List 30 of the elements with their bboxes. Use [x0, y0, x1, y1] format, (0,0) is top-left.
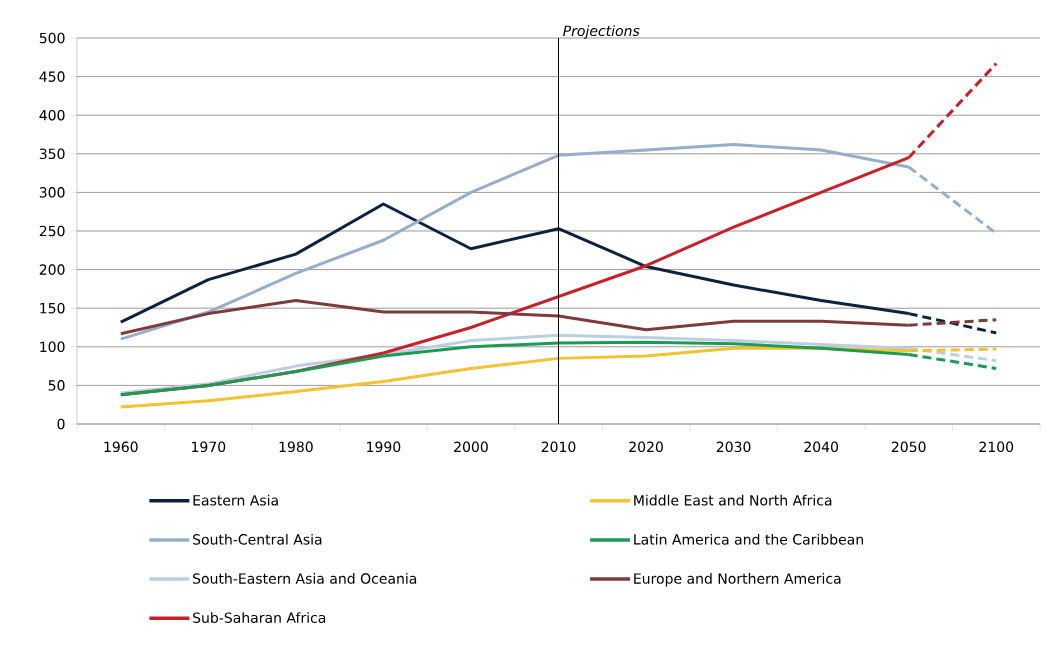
y-tick-label: 450: [39, 71, 65, 82]
x-tick-label: 1960: [104, 441, 138, 453]
ref-line-label: Projections: [563, 25, 640, 39]
y-tick-label: 200: [39, 264, 65, 275]
x-tick-label: 2010: [541, 441, 576, 453]
y-tick-label: 400: [39, 109, 65, 121]
x-tick-label: 2040: [804, 441, 839, 453]
x-tick-label: 2020: [629, 441, 663, 453]
legend-label: Eastern Asia: [193, 494, 278, 506]
y-tick-label: 0: [57, 418, 65, 430]
legend-label: Latin America and the Caribbean: [634, 533, 863, 545]
x-tick-label: 2030: [716, 441, 751, 453]
legend-label: South-Central Asia: [193, 533, 322, 545]
legend-label: Europe and Northern America: [634, 573, 841, 587]
x-tick-label: 2050: [891, 441, 926, 453]
y-tick-label: 350: [39, 148, 65, 160]
y-tick-label: 50: [48, 380, 65, 391]
x-tick-label: 2100: [979, 441, 1014, 453]
y-tick-label: 100: [40, 341, 65, 353]
x-tick-label: 1970: [192, 441, 226, 453]
x-tick-label: 1980: [279, 441, 313, 453]
x-tick-label: 1990: [367, 441, 401, 453]
y-tick-label: 500: [39, 32, 65, 44]
y-tick-label: 300: [39, 187, 65, 198]
y-tick-label: 250: [39, 225, 65, 237]
legend-label: Middle East and North Africa: [634, 494, 832, 506]
legend-label: South-Eastern Asia and Oceania: [193, 573, 417, 584]
y-tick-label: 150: [40, 302, 65, 314]
x-tick-label: 2000: [454, 441, 488, 453]
legend-label: Sub-Saharan Africa: [193, 612, 326, 623]
